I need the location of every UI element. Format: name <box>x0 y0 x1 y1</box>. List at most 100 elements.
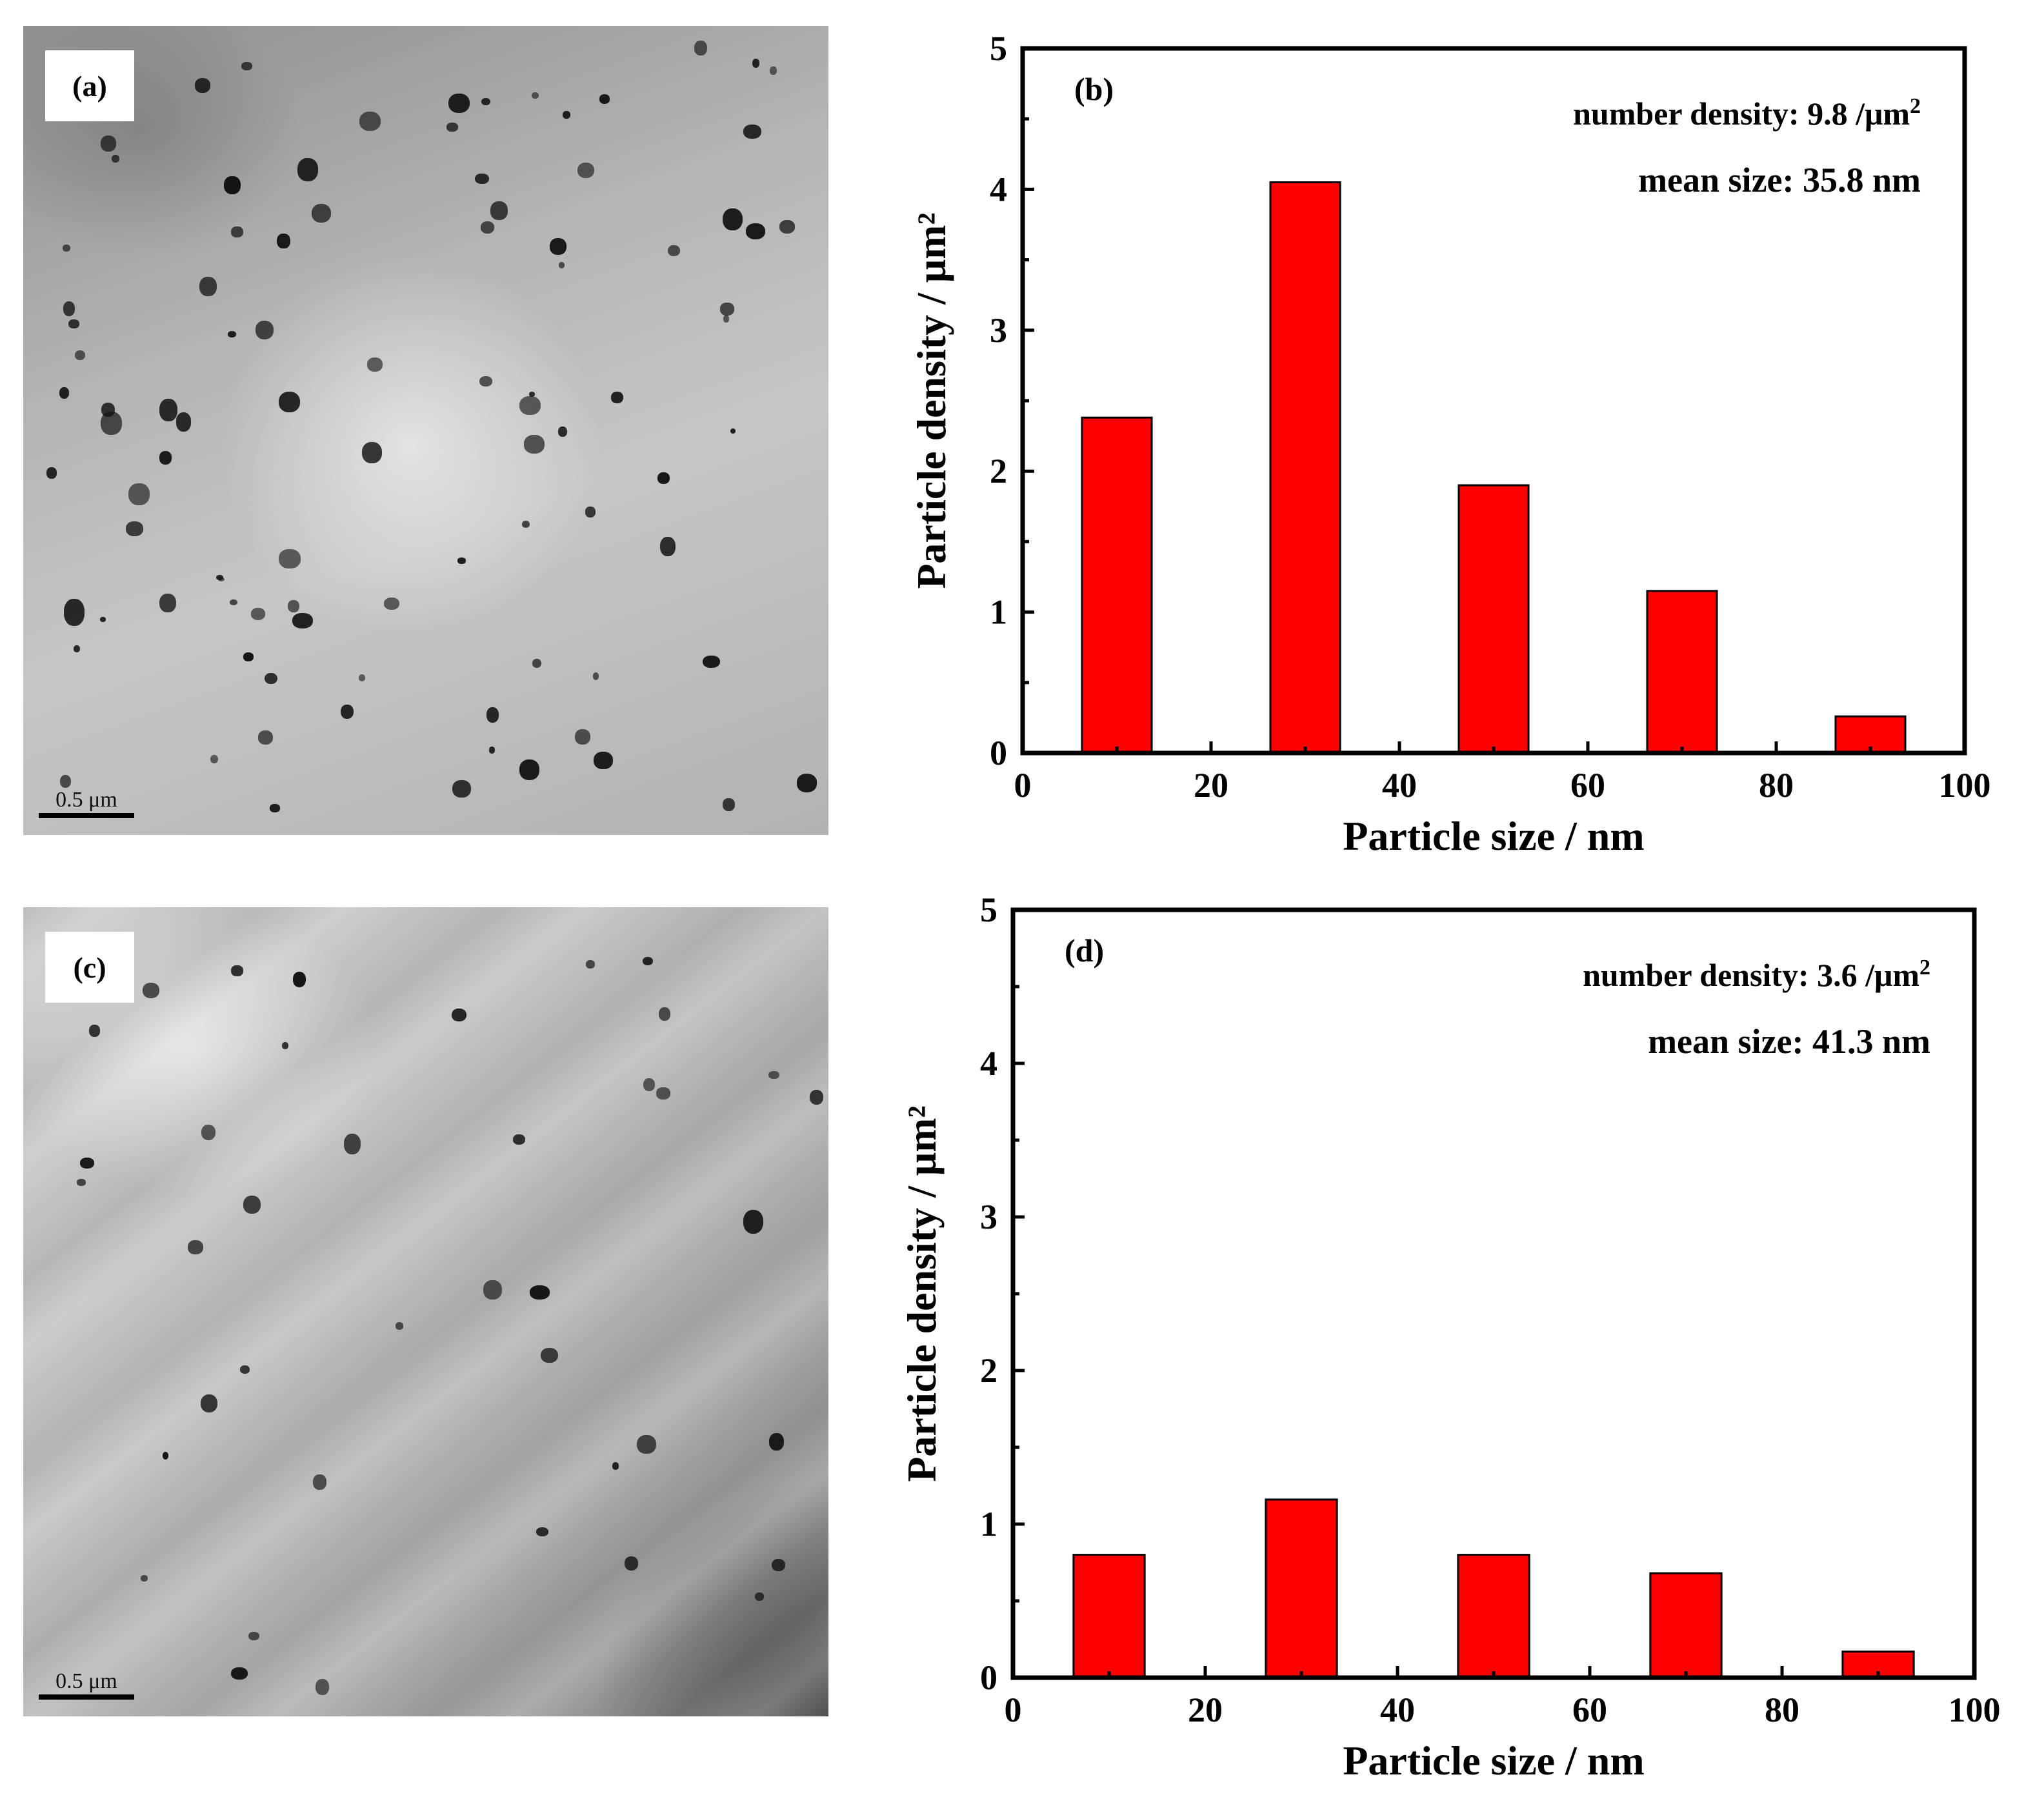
precipitate-particle <box>479 376 493 387</box>
precipitate-particle <box>255 320 274 339</box>
precipitate-particle <box>76 1178 86 1186</box>
precipitate-particle <box>159 593 176 613</box>
precipitate-particle <box>519 396 541 416</box>
precipitate-particle <box>521 520 530 528</box>
precipitate-particle <box>457 557 466 565</box>
precipitate-particle <box>224 176 241 194</box>
precipitate-particle <box>241 61 252 70</box>
panel-label-b: (b) <box>1074 71 1114 107</box>
bar-b-30 <box>1269 181 1341 754</box>
precipitate-particle <box>480 221 495 234</box>
precipitate-particle <box>532 92 539 99</box>
precipitate-particle <box>227 331 236 338</box>
precipitate-particle <box>446 122 458 132</box>
precipitate-particle <box>46 467 57 479</box>
precipitate-particle <box>258 730 274 745</box>
precipitate-particle <box>63 598 85 626</box>
panel-label-a: (a) <box>45 50 134 121</box>
x-tick-label-d: 20 <box>1188 1691 1223 1729</box>
precipitate-particle <box>752 59 760 68</box>
precipitate-particle <box>141 1575 148 1582</box>
y-tick-label-b: 1 <box>990 593 1007 632</box>
bar-b-10 <box>1081 416 1153 754</box>
precipitate-particle <box>668 245 680 257</box>
number-density-annotation-b: number density: 9.8 /μm2 <box>1573 94 1921 132</box>
x-tick-label-d: 100 <box>1949 1691 2001 1729</box>
precipitate-particle <box>536 1527 549 1536</box>
precipitate-particle <box>512 1134 525 1145</box>
panel-label-d: (d) <box>1065 932 1104 969</box>
precipitate-particle <box>481 97 490 106</box>
x-tick-label-b: 0 <box>1014 766 1032 805</box>
precipitate-particle <box>723 798 735 811</box>
precipitate-particle <box>229 599 237 606</box>
bar-d-50 <box>1457 1554 1530 1679</box>
precipitate-particle <box>250 608 266 620</box>
precipitate-particle <box>558 426 567 437</box>
precipitate-particle <box>188 1240 203 1254</box>
precipitate-particle <box>288 599 300 612</box>
precipitate-particle <box>101 136 116 152</box>
precipitate-particle <box>112 154 119 163</box>
precipitate-particle <box>745 223 766 240</box>
scale-bar-line-c <box>39 1694 134 1700</box>
bar-d-30 <box>1265 1498 1338 1679</box>
precipitate-particle <box>529 391 535 397</box>
precipitate-particle <box>231 965 243 976</box>
precipitate-particle <box>592 672 599 681</box>
precipitate-particle <box>796 774 817 792</box>
precipitate-particle <box>486 707 499 723</box>
precipitate-particle <box>532 658 542 668</box>
precipitate-particle <box>642 956 654 965</box>
y-tick-label-d: 4 <box>980 1044 997 1083</box>
precipitate-particle <box>624 1556 639 1571</box>
precipitate-particle <box>490 201 508 220</box>
precipitate-particle <box>210 754 219 764</box>
bar-b-90 <box>1834 715 1907 754</box>
precipitate-particle <box>599 94 610 104</box>
precipitate-particle <box>575 729 590 745</box>
precipitate-particle <box>344 1133 361 1155</box>
precipitate-particle <box>362 441 382 463</box>
precipitate-particle <box>540 1347 558 1363</box>
precipitate-particle <box>159 451 172 465</box>
mean-size-annotation-d: mean size: 41.3 nm <box>1648 1022 1930 1061</box>
y-tick-label-b: 2 <box>990 452 1007 490</box>
bar-d-70 <box>1649 1572 1723 1679</box>
y-tick-label-d: 5 <box>980 890 997 929</box>
micrograph-c: (c) 0.5 μm <box>23 907 828 1716</box>
scale-bar-c: 0.5 μm <box>39 1670 134 1700</box>
precipitate-particle <box>562 110 571 119</box>
mean-size-annotation-b: mean size: 35.8 nm <box>1638 161 1921 199</box>
precipitate-particle <box>657 472 670 485</box>
precipitate-particle <box>743 1210 764 1234</box>
precipitate-particle <box>612 1462 619 1471</box>
precipitate-particle <box>62 245 70 252</box>
precipitate-particle <box>297 158 319 181</box>
precipitate-particle <box>239 1365 250 1374</box>
precipitate-particle <box>660 537 676 557</box>
precipitate-particle <box>248 1631 259 1641</box>
precipitate-particle <box>383 598 400 610</box>
precipitate-particle <box>312 203 332 223</box>
precipitate-particle <box>723 314 730 323</box>
precipitate-particle <box>243 652 254 661</box>
precipitate-particle <box>451 1008 466 1021</box>
precipitate-particle <box>523 435 545 454</box>
precipitate-particle <box>128 483 150 506</box>
precipitate-particle <box>264 672 278 685</box>
panel-label-c: (c) <box>45 932 134 1003</box>
precipitate-particle <box>194 77 211 93</box>
precipitate-particle <box>585 507 596 517</box>
precipitate-particle <box>452 780 471 798</box>
precipitate-particle <box>277 234 290 249</box>
precipitate-particle <box>126 521 143 536</box>
precipitate-particle <box>59 387 70 399</box>
precipitate-particle <box>231 226 243 238</box>
bar-b-50 <box>1458 484 1530 754</box>
precipitate-particle <box>175 412 192 432</box>
precipitate-particle <box>68 319 79 328</box>
x-tick-label-d: 40 <box>1380 1691 1415 1729</box>
precipitate-particle <box>200 1394 218 1412</box>
precipitate-particle <box>519 759 540 780</box>
